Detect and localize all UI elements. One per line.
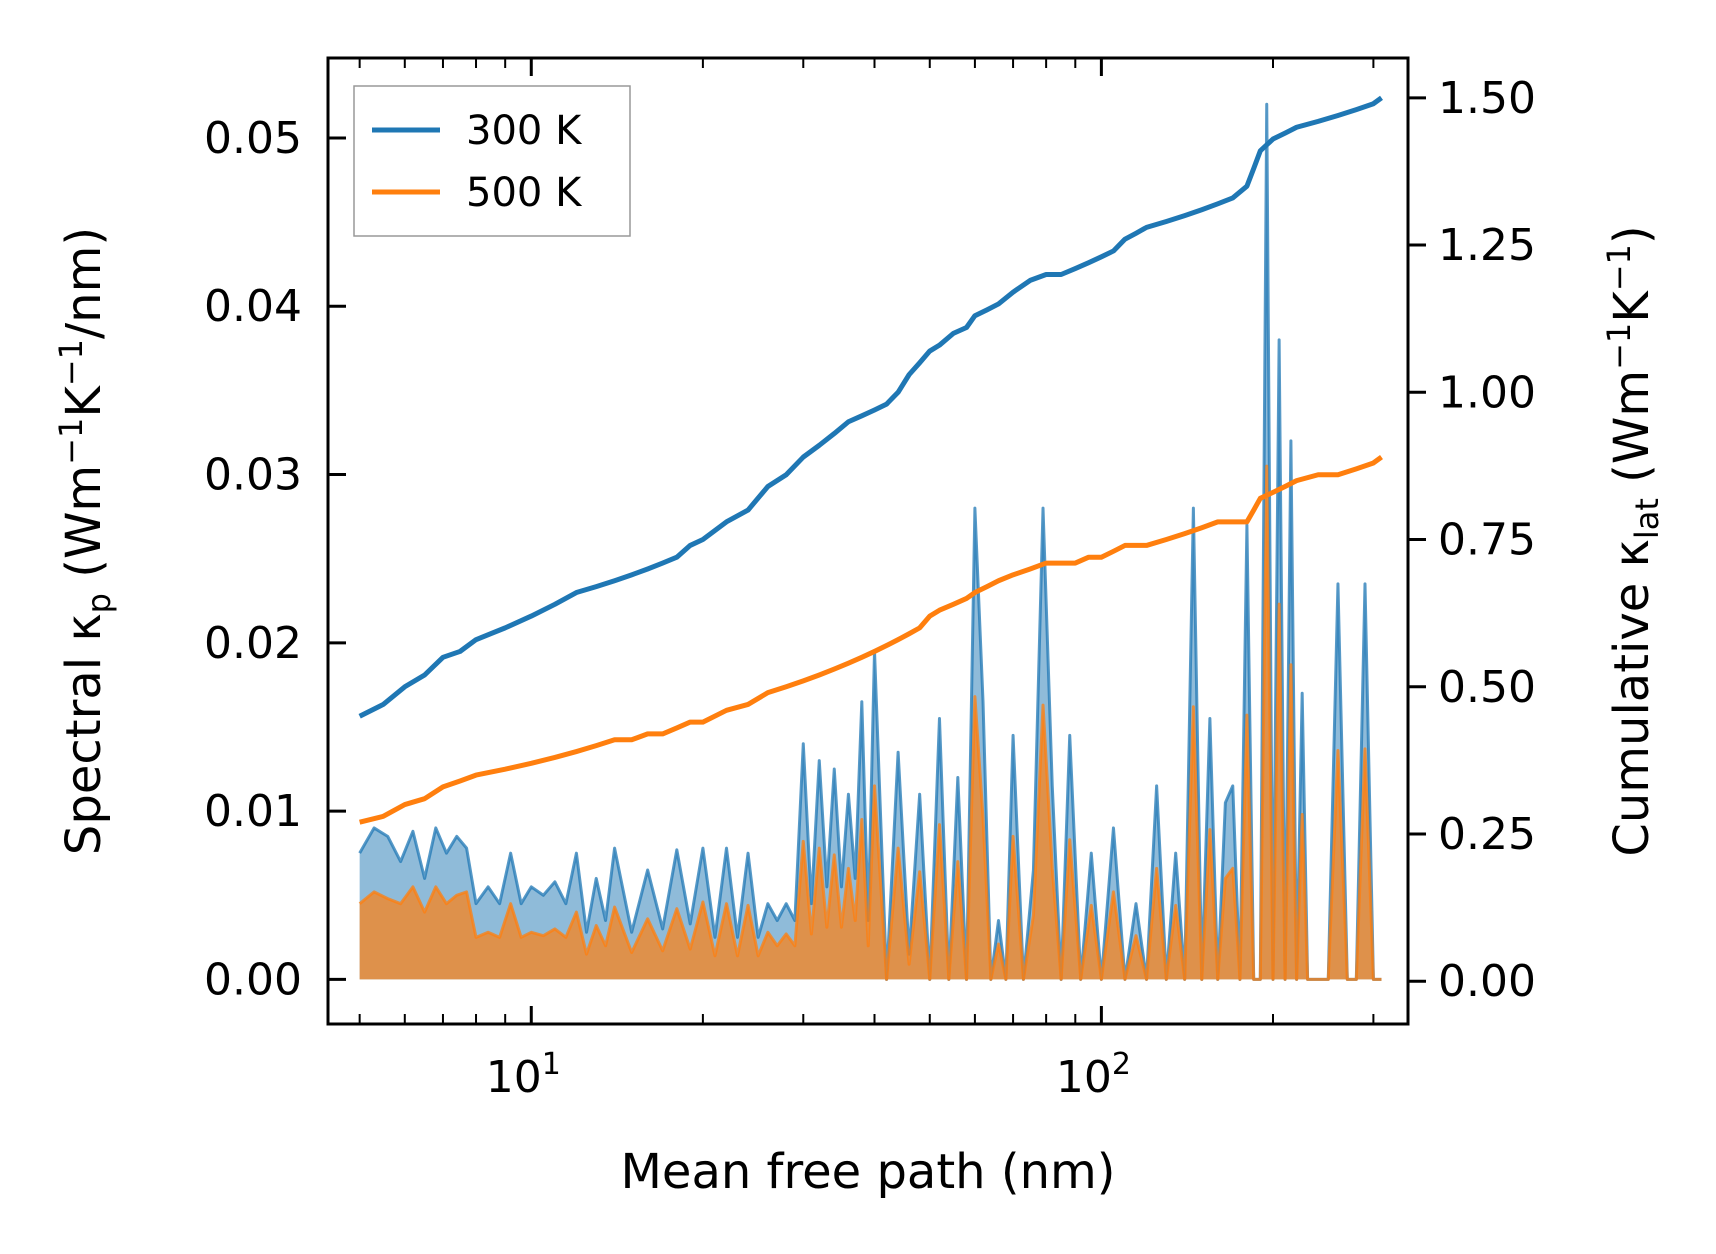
right-tick-label: 0.00 bbox=[1438, 956, 1536, 1007]
spectral-line-300k bbox=[358, 102, 1382, 981]
axis-labels: Mean free path (nm) Spectral κp (Wm−1K−1/… bbox=[52, 225, 1666, 1200]
left-tick-label: 0.02 bbox=[204, 618, 302, 669]
spectral-line-500k bbox=[358, 464, 1382, 981]
left-tick-label: 0.00 bbox=[204, 954, 302, 1005]
ticks-layer: 0.00 0.01 0.02 0.03 0.04 0.05 0.00 0.25 0.50 0.75… bbox=[204, 58, 1536, 1103]
left-tick-label: 0.01 bbox=[204, 786, 302, 837]
spectral-area-500k bbox=[359, 466, 1382, 980]
right-tick-label: 0.75 bbox=[1438, 515, 1536, 566]
right-tick-label: 0.25 bbox=[1438, 809, 1536, 860]
right-tick-label: 1.00 bbox=[1438, 367, 1536, 418]
left-tick-label: 0.03 bbox=[204, 450, 302, 501]
cumulative-line-300k bbox=[358, 95, 1383, 719]
right-tick-label: 0.50 bbox=[1438, 662, 1536, 713]
left-axis-label: Spectral κp (Wm−1K−1/nm) bbox=[52, 227, 118, 855]
right-tick-label: 1.25 bbox=[1438, 220, 1536, 271]
legend-box bbox=[353, 85, 631, 237]
left-tick-label: 0.04 bbox=[204, 281, 302, 332]
legend: 300 K 500 K bbox=[353, 85, 631, 237]
right-tick-label: 1.50 bbox=[1438, 73, 1536, 124]
cumulative-line-500k bbox=[359, 455, 1383, 825]
x-tick-label: 101 bbox=[486, 1047, 561, 1103]
x-axis-label: Mean free path (nm) bbox=[621, 1144, 1116, 1200]
x-tick-label: 102 bbox=[1056, 1047, 1131, 1103]
right-axis-label: Cumulative κlat (Wm−1K−1) bbox=[1600, 225, 1666, 856]
legend-label: 500 K bbox=[466, 170, 583, 216]
left-tick-label: 0.05 bbox=[204, 113, 302, 164]
legend-label: 300 K bbox=[466, 108, 583, 154]
spectral-layer bbox=[358, 102, 1382, 981]
cumulative-layer bbox=[358, 95, 1383, 825]
